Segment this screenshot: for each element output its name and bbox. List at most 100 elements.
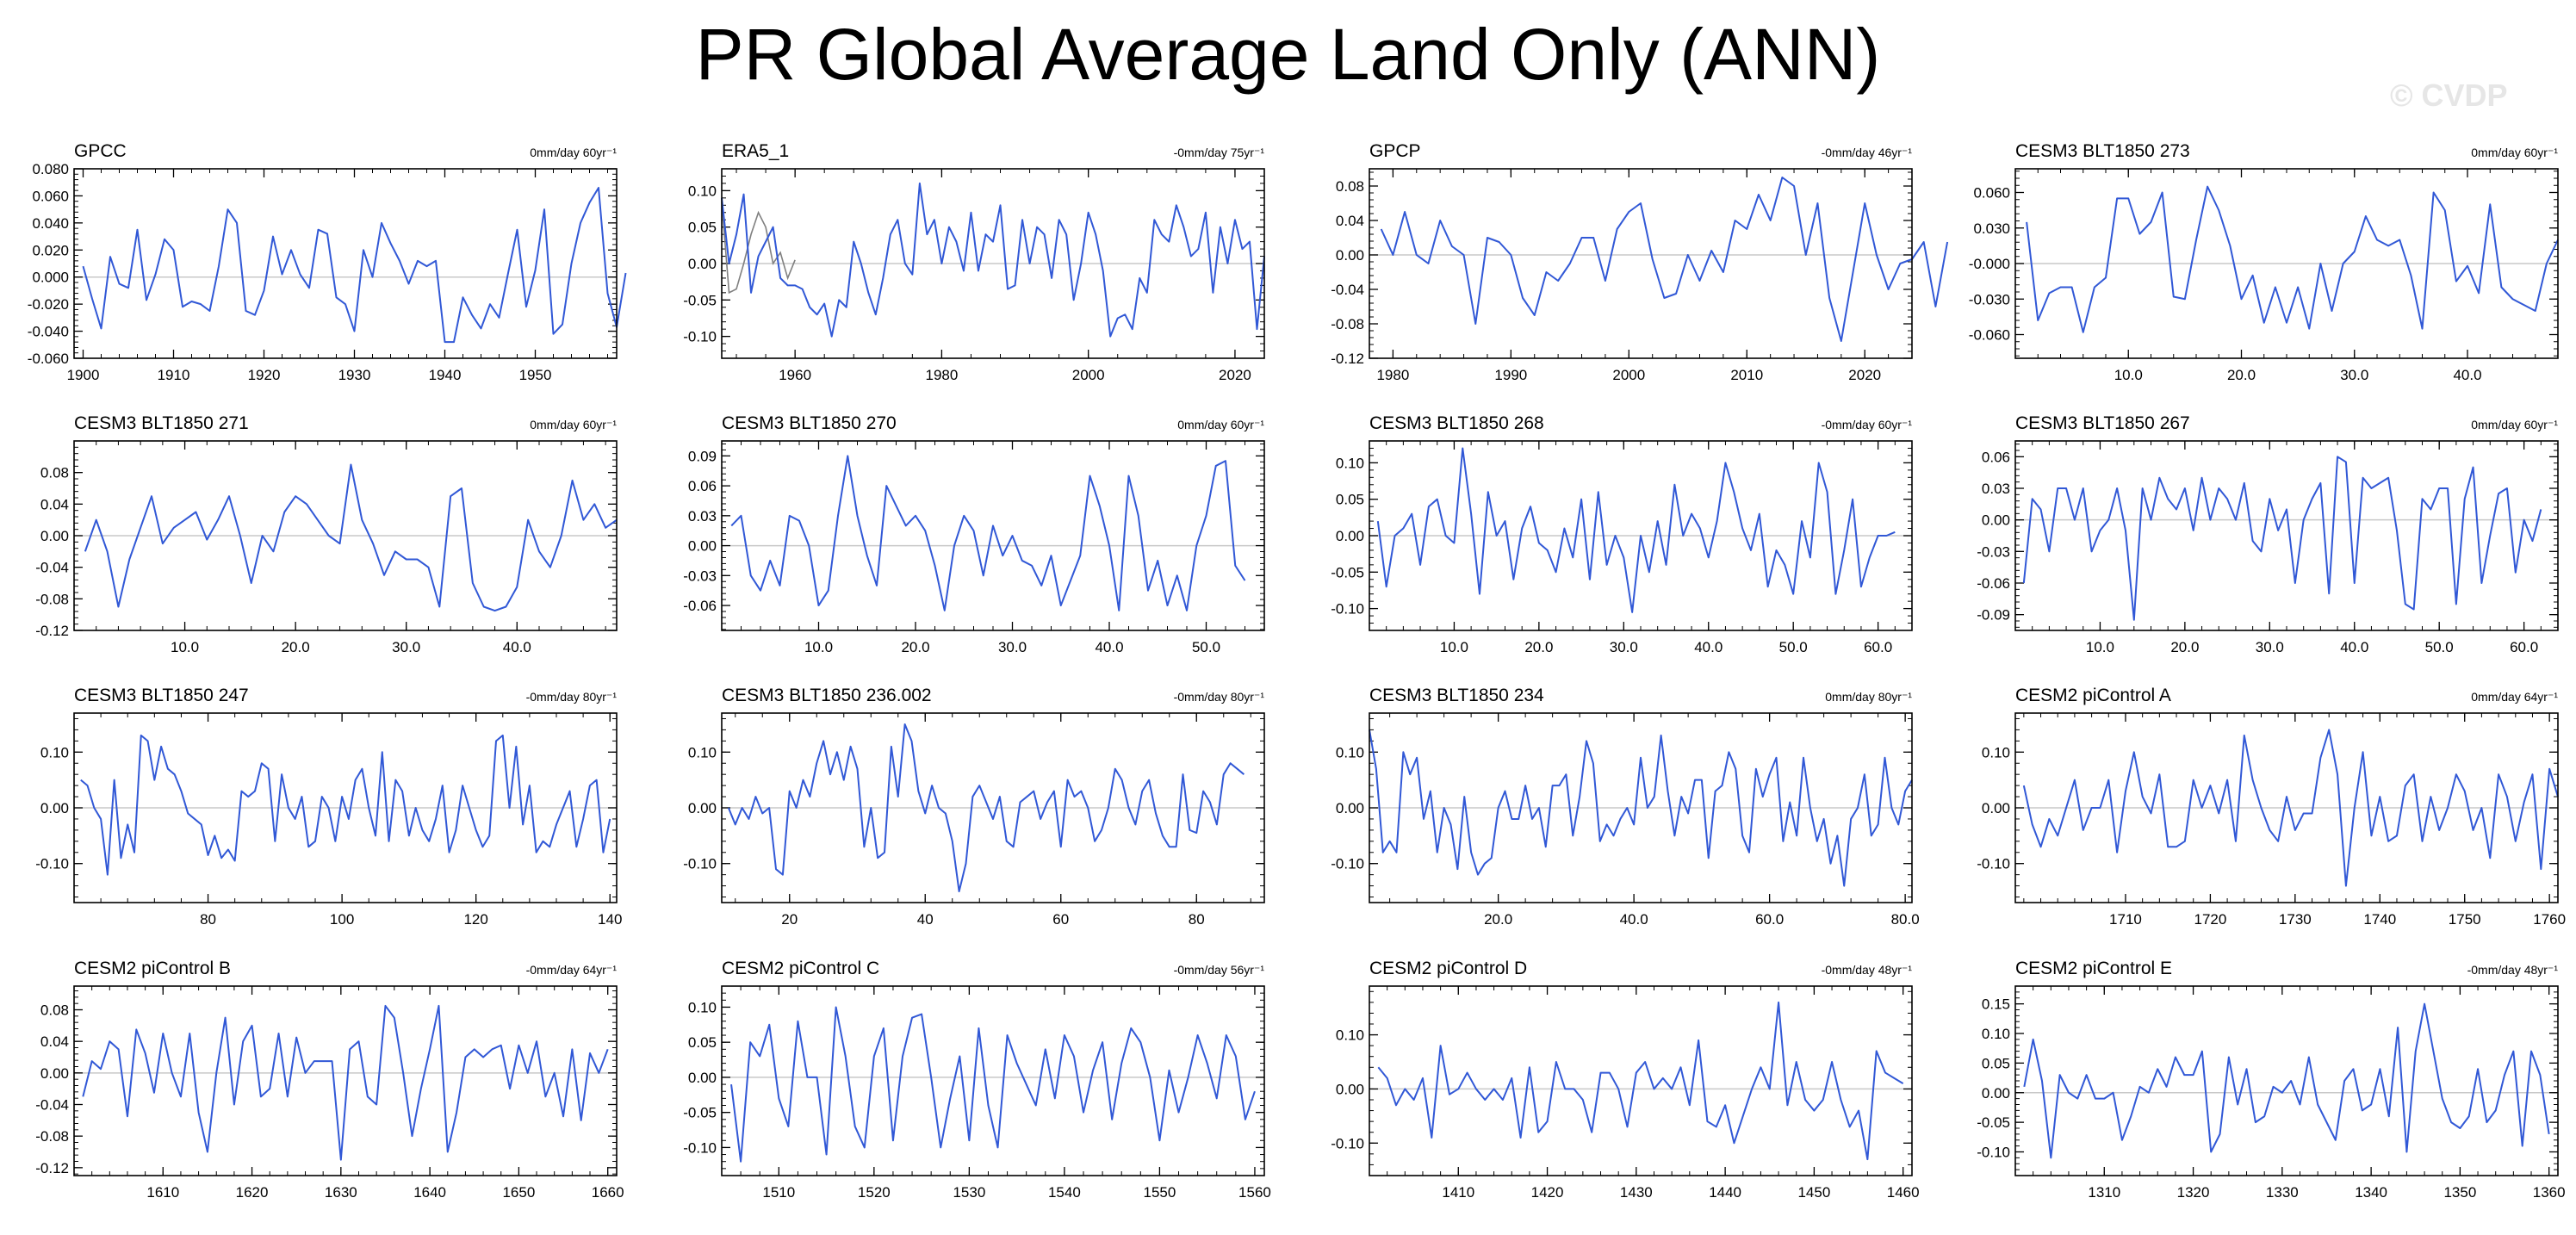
- x-tick-label: 1510: [762, 1184, 795, 1201]
- y-tick-label: 0.04: [1336, 213, 1364, 229]
- chart-trend-label: 0mm/day 60yr⁻¹: [530, 418, 617, 431]
- x-tick-label: 1660: [592, 1184, 624, 1201]
- x-tick-label: 1450: [1797, 1184, 1830, 1201]
- series-line: [730, 455, 1246, 611]
- y-tick-label: -0.08: [1331, 316, 1364, 332]
- chart-panel: CESM2 piControl C -0mm/day 56yr⁻¹ -0.10 -0.…: [683, 959, 1271, 1201]
- page-title: PR Global Average Land Only (ANN): [695, 14, 1881, 95]
- x-tick-label: 10.0: [1440, 639, 1468, 655]
- x-tick-label: 1540: [1048, 1184, 1081, 1201]
- x-tick-label: 1980: [925, 367, 958, 383]
- x-tick-label: 1900: [67, 367, 100, 383]
- y-tick-label: 0.00: [1982, 800, 2010, 816]
- plot-frame: [721, 168, 1265, 359]
- y-tick-label: 0.00: [40, 800, 69, 816]
- watermark: © CVDP: [2390, 78, 2508, 113]
- x-tick-label: 1720: [2194, 911, 2226, 928]
- chart-panel: CESM2 piControl E -0mm/day 48yr⁻¹ -0.10 -0.…: [1977, 959, 2565, 1201]
- chart-trend-label: -0mm/day 80yr⁻¹: [1174, 690, 1265, 704]
- x-tick-label: 1520: [858, 1184, 891, 1201]
- series-line: [1377, 1001, 1904, 1161]
- plot-frame: [721, 712, 1265, 903]
- y-tick-label: 0.060: [32, 188, 69, 204]
- y-tick-label: -0.030: [1969, 291, 2010, 307]
- x-tick-label: 1710: [2109, 911, 2142, 928]
- chart-panel: CESM3 BLT1850 236.002 -0mm/day 80yr⁻¹ -0.1…: [683, 686, 1265, 928]
- x-tick-label: 40.0: [2340, 639, 2368, 655]
- x-tick-label: 60.0: [1755, 911, 1784, 928]
- x-tick-label: 1310: [2088, 1184, 2120, 1201]
- series-line-secondary: [721, 202, 796, 295]
- x-tick-label: 10.0: [171, 639, 199, 655]
- chart-trend-label: -0mm/day 48yr⁻¹: [1822, 963, 1913, 977]
- y-tick-label: 0.00: [688, 256, 717, 272]
- series-line: [1376, 447, 1896, 613]
- y-tick-label: 0.05: [688, 220, 717, 236]
- y-tick-label: 0.040: [32, 215, 69, 232]
- series-line: [82, 1004, 609, 1161]
- x-tick-label: 20.0: [1484, 911, 1512, 928]
- x-tick-label: 60: [1052, 911, 1069, 928]
- chart-title: CESM2 piControl A: [2015, 686, 2171, 705]
- x-tick-label: 1420: [1531, 1184, 1564, 1201]
- y-tick-label: -0.05: [683, 1105, 717, 1121]
- chart-trend-label: -0mm/day 80yr⁻¹: [526, 690, 618, 704]
- x-tick-label: 40.0: [503, 639, 531, 655]
- chart-trend-label: -0mm/day 56yr⁻¹: [1174, 963, 1265, 977]
- y-tick-label: 0.05: [688, 1034, 717, 1051]
- chart-panel: CESM3 BLT1850 234 0mm/day 80yr⁻¹ -0.10 0.00…: [1331, 686, 1919, 928]
- x-tick-label: 20: [781, 911, 798, 928]
- chart-panel: CESM3 BLT1850 273 0mm/day 60yr⁻¹ -0.060 -0.…: [1969, 141, 2559, 383]
- x-tick-label: 2020: [1219, 367, 1251, 383]
- y-tick-label: 0.00: [1982, 1085, 2010, 1102]
- chart-trend-label: 0mm/day 80yr⁻¹: [1825, 690, 1912, 704]
- x-tick-label: 50.0: [1192, 639, 1220, 655]
- x-tick-label: 1410: [1442, 1184, 1474, 1201]
- chart-panel: CESM2 piControl B -0mm/day 64yr⁻¹ -0.12 -0.…: [35, 959, 624, 1201]
- x-tick-label: 1760: [2533, 911, 2566, 928]
- chart-title: CESM2 piControl B: [74, 959, 231, 978]
- y-tick-label: 0.00: [688, 800, 717, 816]
- y-tick-label: -0.020: [28, 296, 69, 313]
- x-tick-label: 1620: [236, 1184, 269, 1201]
- chart-trend-label: 0mm/day 60yr⁻¹: [530, 146, 617, 159]
- plot-frame: [1369, 985, 1913, 1176]
- series-line: [1380, 177, 1949, 342]
- plot-frame: [2014, 168, 2559, 359]
- chart-panel: CESM3 BLT1850 268 -0mm/day 60yr⁻¹ -0.10 -0.…: [1331, 413, 1913, 655]
- plot-frame: [2014, 985, 2559, 1176]
- y-tick-label: 0.10: [1982, 1026, 2010, 1042]
- y-tick-label: -0.10: [1331, 1135, 1364, 1151]
- y-tick-label: 0.08: [1336, 178, 1364, 195]
- chart-title: CESM3 BLT1850 268: [1369, 413, 1544, 433]
- x-tick-label: 50.0: [2425, 639, 2454, 655]
- y-tick-label: 0.15: [1982, 996, 2010, 1013]
- y-tick-label: -0.12: [35, 623, 69, 639]
- x-tick-label: 30.0: [1610, 639, 1638, 655]
- y-tick-label: -0.12: [35, 1160, 69, 1176]
- y-tick-label: -0.10: [1977, 856, 2010, 872]
- y-tick-label: -0.03: [683, 568, 717, 584]
- chart-trend-label: 0mm/day 60yr⁻¹: [2471, 146, 2558, 159]
- y-tick-label: -0.10: [683, 329, 717, 345]
- y-tick-label: 0.06: [1982, 449, 2010, 465]
- chart-trend-label: -0mm/day 46yr⁻¹: [1822, 146, 1913, 159]
- series-line: [2026, 185, 2559, 333]
- y-tick-label: -0.06: [683, 598, 717, 614]
- plot-frame: [73, 440, 618, 631]
- x-tick-label: 1360: [2533, 1184, 2566, 1201]
- x-tick-label: 1950: [519, 367, 552, 383]
- y-tick-label: -0.05: [1331, 564, 1364, 580]
- chart-title: GPCC: [74, 141, 127, 161]
- y-tick-label: -0.12: [1331, 351, 1364, 367]
- x-tick-label: 1910: [158, 367, 190, 383]
- x-tick-label: 1650: [502, 1184, 535, 1201]
- plot-frame: [721, 440, 1265, 631]
- y-tick-label: 0.10: [40, 744, 69, 760]
- y-tick-label: 0.10: [688, 744, 717, 760]
- x-tick-label: 40.0: [1095, 639, 1123, 655]
- x-tick-label: 40.0: [2453, 367, 2481, 383]
- y-tick-label: 0.10: [1336, 744, 1364, 760]
- chart-title: CESM2 piControl C: [722, 959, 879, 978]
